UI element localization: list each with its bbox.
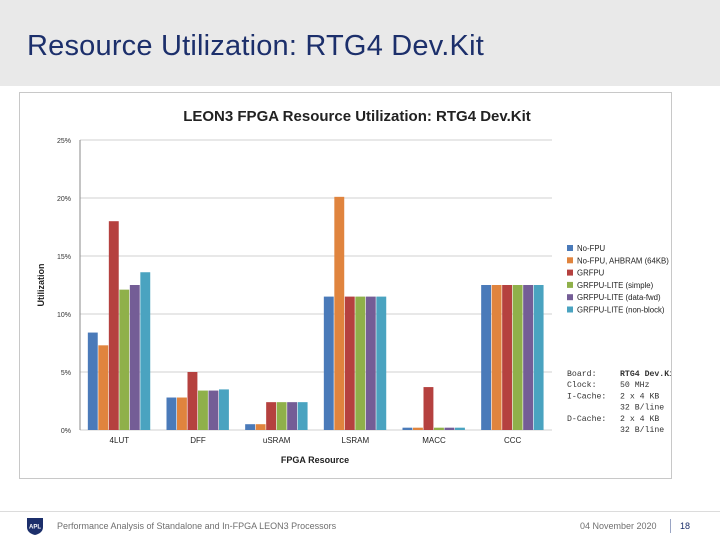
x-tick-label: uSRAM [263, 436, 291, 445]
x-tick-label: LSRAM [342, 436, 370, 445]
bar-lsram-3 [344, 296, 355, 430]
y-tick-label: 15% [57, 254, 71, 261]
legend-label: GRFPU-LITE (data-fwd) [577, 293, 661, 302]
annotation-value: 32 B/line [620, 403, 664, 413]
slide-header: Resource Utilization: RTG4 Dev.Kit [0, 0, 720, 86]
bar-ccc-2 [491, 285, 502, 430]
apl-logo-text: APL [29, 525, 41, 531]
y-tick-label: 5% [61, 370, 71, 377]
bar-ccc-6 [533, 285, 544, 430]
bar-usram-6 [297, 402, 308, 430]
legend-label: GRFPU-LITE (simple) [577, 281, 654, 290]
annotation-value: 50 MHz [620, 381, 650, 390]
legend-swatch [567, 306, 573, 313]
annotation-value: 2 x 4 KB [620, 392, 659, 401]
bar-dff-4 [198, 390, 208, 430]
legend-swatch [567, 294, 573, 301]
bar-4lut-5 [129, 285, 140, 430]
x-tick-label: CCC [504, 436, 522, 445]
y-tick-label: 10% [57, 312, 71, 319]
chart-title: LEON3 FPGA Resource Utilization: RTG4 De… [183, 108, 531, 125]
bar-lsram-5 [365, 296, 376, 430]
bar-macc-6 [455, 427, 465, 430]
bar-ccc-1 [481, 285, 492, 430]
legend-label: No-FPU, AHBRAM (64KB) [577, 256, 669, 265]
bar-dff-6 [219, 389, 229, 430]
footer-separator [670, 519, 671, 533]
bar-macc-4 [434, 427, 444, 430]
y-axis-label: Utilization [36, 264, 46, 307]
legend-swatch [567, 257, 573, 264]
bar-macc-2 [413, 427, 423, 430]
annotation-label: Board: [567, 369, 596, 379]
bar-dff-1 [166, 397, 177, 430]
y-tick-label: 25% [57, 138, 71, 145]
legend-swatch [567, 245, 573, 251]
annotation-label: Clock: [567, 380, 596, 390]
page-number: 18 [680, 521, 691, 531]
x-tick-label: 4LUT [110, 436, 130, 445]
y-tick-label: 0% [61, 428, 71, 435]
bar-ccc-4 [512, 285, 523, 430]
bar-usram-4 [276, 402, 287, 430]
annotation-label: I-Cache: [567, 391, 606, 401]
legend-label: GRFPU-LITE (non-block) [577, 306, 665, 315]
bar-lsram-2 [334, 196, 345, 430]
bar-usram-3 [266, 402, 277, 430]
legend-label: No-FPU [577, 244, 606, 253]
x-tick-label: DFF [190, 436, 206, 445]
bar-macc-5 [444, 427, 455, 430]
slide-title: Resource Utilization: RTG4 Dev.Kit [27, 30, 484, 62]
bar-4lut-2 [98, 345, 109, 430]
bar-usram-2 [255, 424, 266, 430]
footer-divider [0, 511, 720, 512]
legend-label: GRFPU [577, 269, 605, 278]
bar-4lut-4 [119, 289, 130, 430]
bar-macc-3 [423, 387, 434, 430]
legend-swatch [567, 269, 573, 276]
bar-ccc-3 [502, 285, 513, 430]
y-tick-label: 20% [57, 196, 71, 203]
bar-dff-3 [187, 372, 198, 430]
bar-4lut-1 [87, 332, 98, 430]
apl-logo: APL [27, 518, 43, 535]
footer-presentation-title: Performance Analysis of Standalone and I… [57, 521, 337, 531]
legend-swatch [567, 281, 573, 288]
bar-macc-1 [402, 427, 413, 430]
bar-usram-5 [287, 402, 298, 430]
annotation-value: 32 B/line [620, 425, 664, 435]
annotation-label: D-Cache: [567, 414, 606, 424]
x-axis-label: FPGA Resource [281, 455, 349, 465]
x-tick-label: MACC [422, 436, 446, 445]
bar-4lut-3 [108, 221, 119, 430]
bar-lsram-1 [323, 296, 334, 430]
bar-chart: LEON3 FPGA Resource Utilization: RTG4 De… [36, 108, 671, 465]
bar-ccc-5 [523, 285, 534, 430]
bar-4lut-6 [140, 272, 151, 430]
footer-date: 04 November 2020 [580, 521, 657, 531]
annotation-value: 2 x 4 KB [620, 415, 659, 424]
bar-lsram-4 [355, 296, 366, 430]
bar-dff-5 [208, 390, 219, 430]
chart-frame: LEON3 FPGA Resource Utilization: RTG4 De… [19, 92, 672, 479]
bar-dff-2 [177, 397, 187, 430]
bar-usram-1 [245, 424, 256, 430]
bar-lsram-6 [376, 296, 387, 430]
annotation-value: RTG4 Dev.Kit [620, 369, 671, 379]
